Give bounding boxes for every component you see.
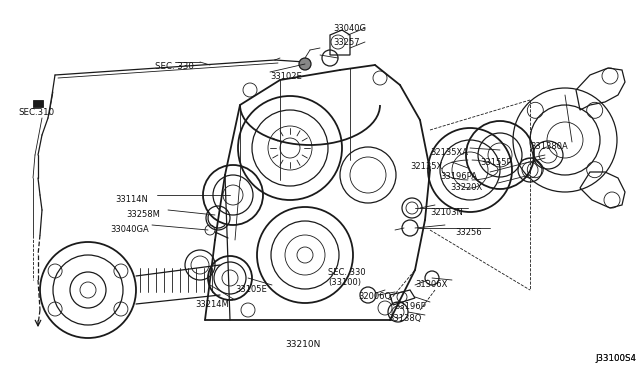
Text: 33040GA: 33040GA: [110, 225, 148, 234]
Text: SEC. 330: SEC. 330: [155, 62, 194, 71]
Circle shape: [299, 58, 311, 70]
Text: 331380A: 331380A: [530, 142, 568, 151]
Text: 33210N: 33210N: [285, 340, 321, 349]
Text: 33196PA: 33196PA: [440, 172, 477, 181]
Text: 33220X: 33220X: [450, 183, 483, 192]
Text: 33114N: 33114N: [115, 195, 148, 204]
Text: 33105E: 33105E: [235, 285, 267, 294]
Text: 33214M: 33214M: [195, 300, 228, 309]
Text: 31306X: 31306X: [415, 280, 447, 289]
Text: 33256: 33256: [455, 228, 482, 237]
Bar: [33, 100, 43, 107]
Text: 33257: 33257: [333, 38, 360, 47]
Text: 33155P: 33155P: [480, 158, 511, 167]
Text: 33102E: 33102E: [270, 72, 301, 81]
Text: SEC. 330: SEC. 330: [328, 268, 365, 277]
Text: SEC.310: SEC.310: [18, 108, 54, 117]
Text: 33258M: 33258M: [126, 210, 160, 219]
Text: 32135XA: 32135XA: [430, 148, 468, 157]
Text: J33100S4: J33100S4: [595, 354, 636, 363]
Text: 32006Q: 32006Q: [358, 292, 391, 301]
Text: (33100): (33100): [328, 278, 361, 287]
Text: 33138Q: 33138Q: [388, 314, 421, 323]
Text: 33196P: 33196P: [394, 302, 426, 311]
Text: J33100S4: J33100S4: [595, 354, 636, 363]
Text: 32103N: 32103N: [430, 208, 463, 217]
Text: 33040G: 33040G: [333, 24, 366, 33]
Text: 32135X: 32135X: [410, 162, 442, 171]
